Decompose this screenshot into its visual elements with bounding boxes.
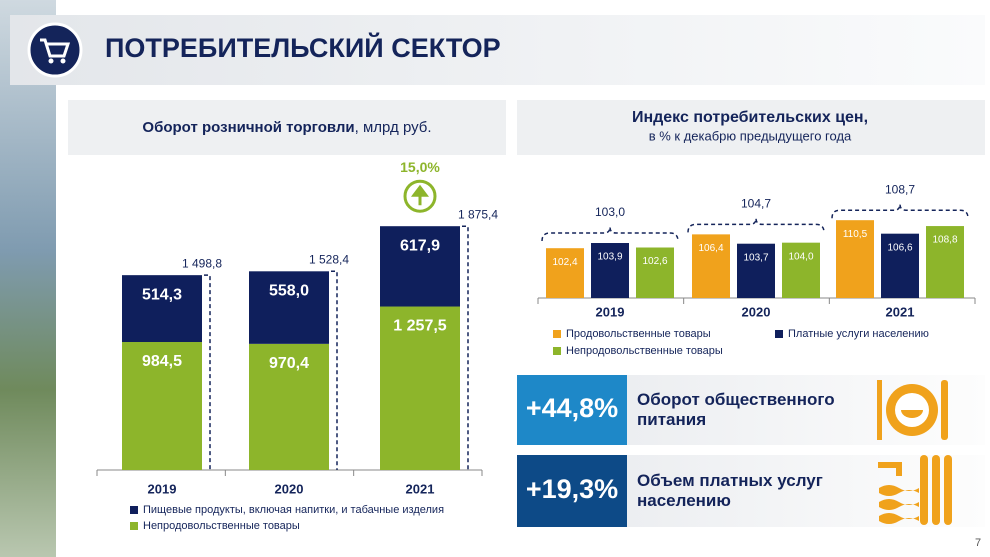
panel-header [517,100,985,155]
value-label: 102,4 [552,257,577,268]
total-marker [462,225,469,470]
bar [591,243,629,298]
slide-title: ПОТРЕБИТЕЛЬСКИЙ СЕКТОР [105,32,501,63]
total-label: 103,0 [595,205,625,219]
total-label: 1 875,4 [458,207,498,221]
bar-segment [122,275,202,343]
panel-header [68,100,506,155]
food-icon [877,380,948,440]
background-photo [0,0,56,557]
bar [881,233,919,298]
legend-swatch [775,330,783,338]
chart-subtitle: в % к декабрю предыдущего года [649,128,852,143]
value-label: 984,5 [142,353,182,370]
growth-arrow [411,184,429,206]
total-label: 108,7 [885,182,915,196]
kpi-label: Объем платных услуг населению [637,471,823,510]
bar [737,243,775,298]
legend-label: Непродовольственные товары [566,345,723,357]
kpi-value: +19,3% [526,474,618,504]
value-label: 103,9 [597,252,622,263]
bar [836,220,874,298]
x-tick-label: 2020 [275,481,304,496]
value-label: 110,5 [843,229,868,240]
bar [636,247,674,298]
legend-label: Платные услуги населению [788,328,929,340]
bar-segment [249,271,329,344]
legend-swatch [553,330,561,338]
kpi-box [517,375,627,445]
growth-label: 15,0% [400,159,440,175]
value-label: 102,6 [642,256,667,267]
chart-title: Оборот розничной торговли, млрд руб. [142,119,431,136]
bar [926,226,964,298]
page-number: 7 [975,537,981,549]
bar [782,242,820,298]
chart-title: Индекс потребительских цен, [632,109,868,126]
utility-icon [878,455,952,525]
bar-segment [122,342,202,470]
total-label: 1 528,4 [309,252,349,266]
value-label: 103,7 [743,252,768,263]
legend-label: Непродовольственные товары [143,520,300,532]
chart-unit: , млрд руб. [355,119,432,136]
legend-label: Пищевые продукты, включая напитки, и таб… [143,504,444,516]
value-label: 558,0 [269,283,309,300]
legend-swatch [553,347,561,355]
group-brace [687,218,825,233]
bar [692,234,730,298]
value-label: 617,9 [400,237,440,254]
group-brace [541,226,679,242]
bar [546,248,584,298]
x-tick-label: 2019 [148,481,177,496]
header-band [10,15,985,85]
total-label: 1 498,8 [182,256,222,270]
bar-segment [380,226,460,307]
legend-swatch [130,506,138,514]
value-label: 104,0 [788,251,813,262]
legend-label: Продовольственные товары [566,328,711,340]
kpi-label: Оборот общественного питания [637,390,835,429]
x-tick-label: 2021 [886,304,915,319]
bar-segment [249,343,329,470]
kpi-box [517,455,627,527]
bar-segment [380,306,460,470]
total-marker [331,270,338,470]
cart-icon-shape [40,38,71,58]
total-marker [204,274,211,470]
kpi-value: +44,8% [526,393,618,423]
legend-swatch [130,522,138,530]
cart-icon [27,22,83,78]
x-tick-label: 2021 [406,481,435,496]
group-brace [831,204,969,219]
x-tick-label: 2019 [596,304,625,319]
x-tick-label: 2020 [742,304,771,319]
cart-wheel [48,58,54,64]
chart-title-main: Оборот розничной торговли [142,119,354,136]
value-label: 106,6 [887,242,912,253]
value-label: 514,3 [142,286,182,303]
cart-wheel [60,58,66,64]
total-label: 104,7 [741,197,771,211]
value-label: 108,8 [932,235,957,246]
value-label: 1 257,5 [393,318,446,335]
value-label: 106,4 [698,243,723,254]
value-label: 970,4 [269,355,309,372]
